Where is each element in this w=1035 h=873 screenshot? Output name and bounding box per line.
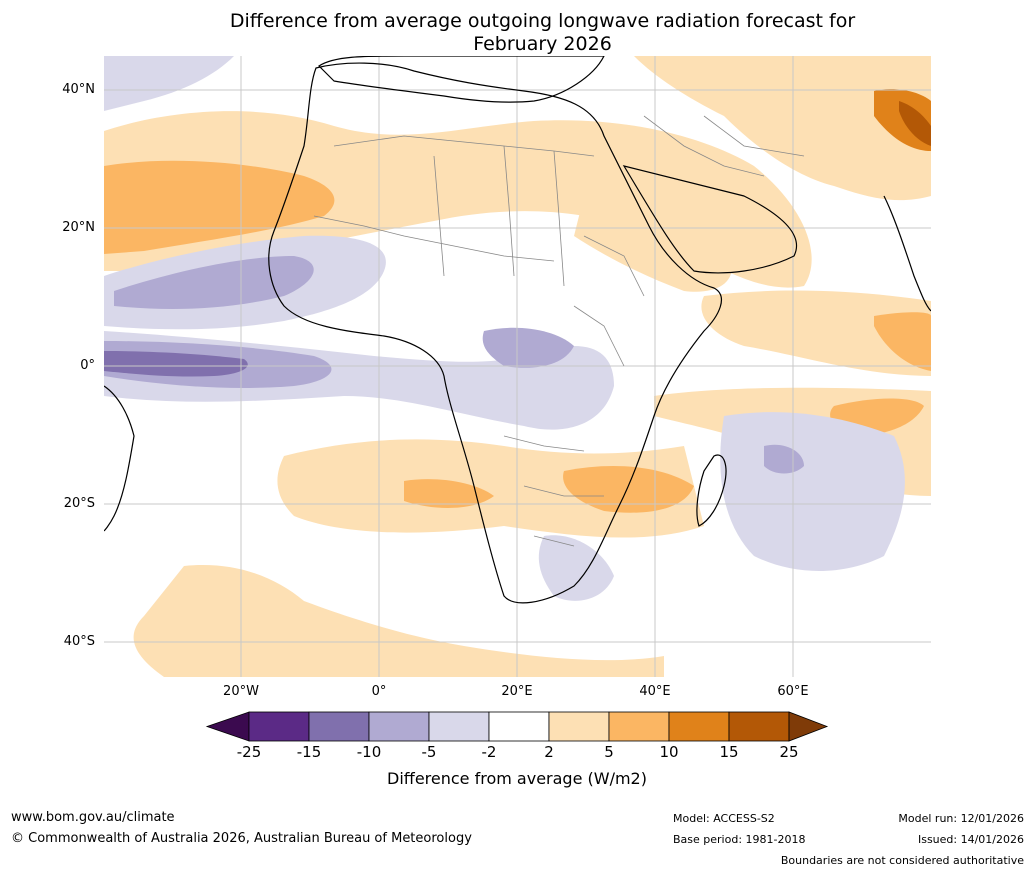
map-canvas bbox=[104, 56, 931, 677]
south-scattered-warm bbox=[133, 565, 664, 677]
lon-label-0: 0° bbox=[371, 684, 387, 699]
europe-coastline bbox=[318, 56, 605, 103]
footer-model: Model: ACCESS-S2 bbox=[673, 812, 775, 825]
india-coastline bbox=[883, 195, 931, 312]
lon-label-20e: 20°E bbox=[501, 684, 533, 699]
colorbar-tick: -15 bbox=[296, 743, 322, 761]
country-borders bbox=[313, 115, 805, 547]
colorbar-segment bbox=[728, 711, 790, 742]
border-east bbox=[573, 235, 645, 367]
equatorial-atlantic-core bbox=[104, 351, 248, 377]
colorbar-segment bbox=[248, 711, 310, 742]
lon-label-60e: 60°E bbox=[777, 684, 809, 699]
colorbar-tick: -10 bbox=[356, 743, 382, 761]
colorbar-segment bbox=[368, 711, 430, 742]
colorbar-tick: 25 bbox=[779, 743, 799, 761]
mideast-warm bbox=[634, 56, 931, 201]
colorbar-extend-high bbox=[788, 711, 829, 742]
indian-ocean-north bbox=[701, 290, 931, 376]
colorbar-segment bbox=[548, 711, 610, 742]
south-atlantic-core bbox=[404, 479, 494, 508]
madagascar-coastline bbox=[696, 454, 727, 527]
indian-ocean-north-core bbox=[874, 312, 931, 371]
colorbar-segment bbox=[488, 711, 550, 742]
lat-label-40s: 40°S bbox=[63, 634, 95, 649]
south-indian-cool bbox=[720, 412, 905, 571]
colorbar-tick: 10 bbox=[659, 743, 679, 761]
colorbar-tick: -2 bbox=[481, 743, 497, 761]
colorbar bbox=[205, 711, 829, 742]
title-line-2: February 2026 bbox=[473, 33, 612, 55]
footer-base-period: Base period: 1981-2018 bbox=[673, 833, 806, 846]
south-america-coastline bbox=[104, 385, 135, 532]
colorbar-segment bbox=[668, 711, 730, 742]
colorbar-extend-low bbox=[205, 711, 250, 742]
tibet-peak bbox=[899, 101, 931, 146]
map-graticule bbox=[104, 56, 931, 677]
colorbar-label: Difference from average (W/m2) bbox=[387, 769, 647, 788]
title-line-1: Difference from average outgoing longwav… bbox=[229, 10, 856, 32]
west-africa-cool-mid bbox=[114, 256, 314, 309]
colorbar-tick: -25 bbox=[236, 743, 262, 761]
lon-label-40e: 40°E bbox=[639, 684, 671, 699]
border-north-africa bbox=[333, 135, 595, 157]
lon-label-20w: 20°W bbox=[223, 684, 259, 699]
lat-label-40n: 40°N bbox=[62, 82, 95, 97]
colorbar-tick: 15 bbox=[719, 743, 739, 761]
colorbar-segment bbox=[308, 711, 370, 742]
congo-cool bbox=[482, 327, 574, 368]
footer-model-run: Model run: 12/01/2026 bbox=[898, 812, 1024, 825]
footer-copyright: © Commonwealth of Australia 2026, Austra… bbox=[11, 831, 472, 846]
colorbar-tick: -5 bbox=[421, 743, 437, 761]
arabia-coastline bbox=[622, 165, 798, 274]
footer-url: www.bom.gov.au/climate bbox=[11, 810, 175, 825]
olr-anomaly-map bbox=[104, 56, 931, 677]
border-south bbox=[503, 435, 604, 547]
footer-disclaimer: Boundaries are not considered authoritat… bbox=[780, 854, 1024, 867]
lat-label-equator: 0° bbox=[80, 358, 95, 373]
border-mideast bbox=[643, 115, 805, 177]
south-africa-cool bbox=[538, 535, 614, 601]
top-left-cool bbox=[104, 56, 234, 111]
mozambique-core bbox=[563, 466, 694, 513]
border-central bbox=[433, 145, 565, 287]
south-atlantic-warm bbox=[277, 439, 704, 538]
chart-title: Difference from average outgoing longwav… bbox=[0, 10, 1035, 56]
colorbar-tick: 5 bbox=[604, 743, 614, 761]
colorbar-segment bbox=[428, 711, 490, 742]
colorbar-tick: 2 bbox=[544, 743, 554, 761]
lat-label-20s: 20°S bbox=[63, 496, 95, 511]
arabia-warm bbox=[574, 193, 732, 292]
lat-label-20n: 20°N bbox=[62, 220, 95, 235]
north-atlantic-core bbox=[104, 160, 335, 254]
south-indian-core bbox=[764, 444, 804, 474]
colorbar-segment bbox=[608, 711, 670, 742]
coastlines bbox=[104, 56, 931, 604]
footer-issued: Issued: 14/01/2026 bbox=[917, 833, 1024, 846]
negative-anomaly-areas bbox=[104, 56, 905, 601]
africa-coastline bbox=[268, 62, 722, 604]
